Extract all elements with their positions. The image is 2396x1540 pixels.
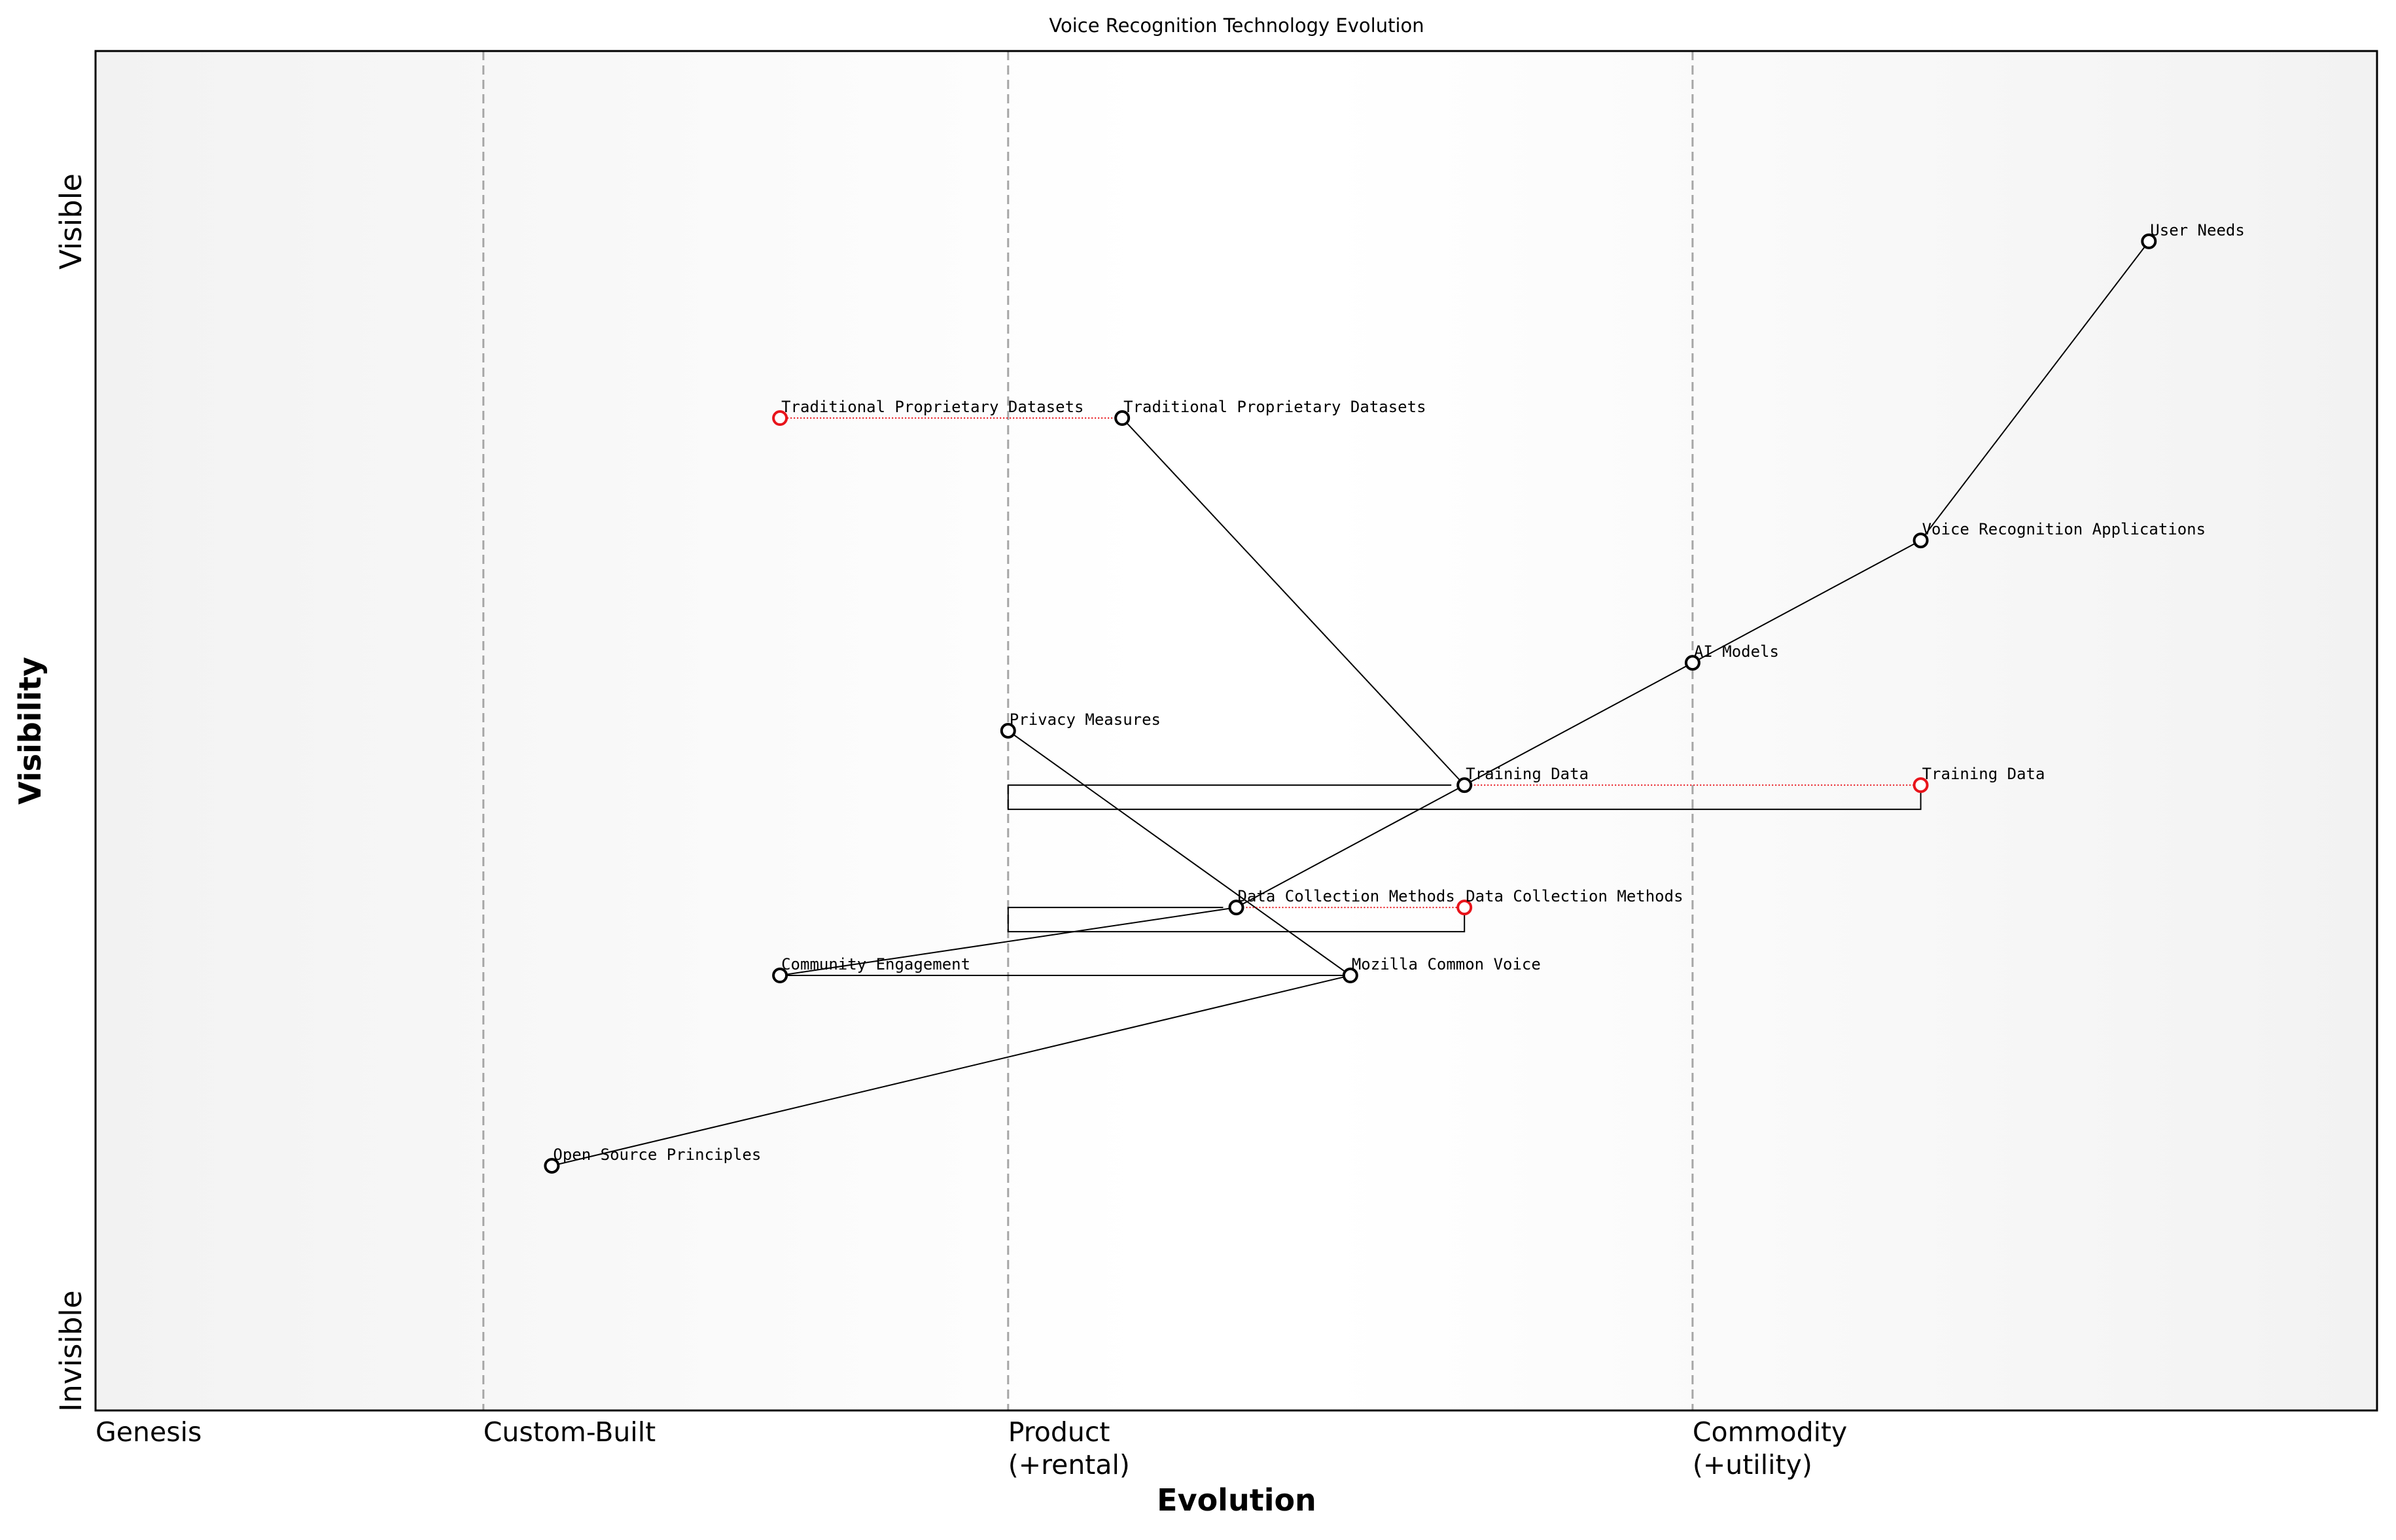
component-label-mozilla-common-voice: Mozilla Common Voice bbox=[1352, 955, 1541, 973]
link-training-data-to-data-collection-methods bbox=[1236, 784, 1465, 909]
component-label-traditional-proprietary-datasets-future: Traditional Proprietary Datasets bbox=[781, 398, 1083, 416]
evolution-box-training-data bbox=[1007, 784, 1922, 811]
component-node-traditional-proprietary-datasets bbox=[1114, 410, 1131, 427]
y-axis-top-label: Visible bbox=[54, 173, 88, 270]
component-label-ai-models: AI Models bbox=[1694, 642, 1779, 661]
plot-background bbox=[96, 51, 2377, 1410]
component-label-voice-recognition-applications: Voice Recognition Applications bbox=[1922, 520, 2206, 538]
component-label-open-source-principles: Open Source Principles bbox=[553, 1146, 761, 1164]
evolution-arrows bbox=[780, 417, 1922, 933]
link-user-needs-to-voice-recognition-applications bbox=[1920, 241, 2150, 541]
link-traditional-proprietary-datasets-to-training-data bbox=[1121, 417, 1465, 786]
component-node-data-collection-methods bbox=[1228, 900, 1244, 916]
component-node-data-collection-methods-future bbox=[1456, 900, 1473, 916]
component-node-mozilla-common-voice bbox=[1342, 968, 1358, 984]
components bbox=[544, 233, 2157, 1174]
component-node-privacy-measures bbox=[1000, 723, 1016, 739]
component-label-data-collection-methods-future: Data Collection Methods bbox=[1466, 887, 1683, 905]
component-node-voice-recognition-applications bbox=[1912, 533, 1929, 549]
component-labels: User Needs Voice Recognition Applications… bbox=[553, 221, 2244, 1164]
chart-title: Voice Recognition Technology Evolution bbox=[1049, 14, 1424, 37]
link-mozilla-common-voice-to-privacy-measures bbox=[1008, 730, 1351, 976]
link-data-collection-methods-to-community-engagement bbox=[779, 907, 1237, 977]
stage-label-genesis: Genesis bbox=[96, 1416, 202, 1448]
component-label-user-needs: User Needs bbox=[2150, 221, 2245, 239]
evolution-box-data-collection-methods bbox=[1007, 907, 1466, 933]
link-ai-models-to-training-data bbox=[1464, 662, 1693, 786]
stage-label-product: Product (+rental) bbox=[1008, 1416, 1130, 1480]
stage-label-commodity: Commodity (+utility) bbox=[1693, 1416, 1847, 1480]
plot-frame bbox=[94, 50, 2378, 1412]
component-label-data-collection-methods: Data Collection Methods bbox=[1238, 887, 1455, 905]
component-label-training-data: Training Data bbox=[1466, 765, 1589, 783]
dependency-links bbox=[552, 241, 2150, 1166]
component-node-traditional-proprietary-datasets-future bbox=[772, 410, 788, 427]
component-label-privacy-measures: Privacy Measures bbox=[1010, 710, 1161, 729]
y-axis-title: Visibility bbox=[12, 657, 48, 805]
component-node-community-engagement bbox=[772, 968, 788, 984]
y-axis-bottom-label: Invisible bbox=[54, 1290, 88, 1412]
component-node-training-data bbox=[1456, 777, 1473, 794]
component-node-user-needs bbox=[2141, 233, 2157, 249]
link-mozilla-common-voice-to-open-source-principles bbox=[552, 975, 1351, 1166]
component-node-training-data-future bbox=[1912, 777, 1929, 794]
link-voice-recognition-applications-to-ai-models bbox=[1692, 540, 1922, 663]
evolution-stage-labels: Genesis Custom-Built Product (+rental) Commo… bbox=[96, 1416, 1847, 1480]
component-label-training-data-future: Training Data bbox=[1922, 765, 2045, 783]
x-axis-title: Evolution bbox=[1157, 1482, 1316, 1518]
component-label-traditional-proprietary-datasets: Traditional Proprietary Datasets bbox=[1123, 398, 1426, 416]
component-node-ai-models bbox=[1684, 655, 1700, 671]
stage-label-custom-built: Custom-Built bbox=[484, 1416, 656, 1448]
component-node-open-source-principles bbox=[544, 1157, 560, 1174]
component-label-community-engagement: Community Engagement bbox=[781, 955, 970, 973]
